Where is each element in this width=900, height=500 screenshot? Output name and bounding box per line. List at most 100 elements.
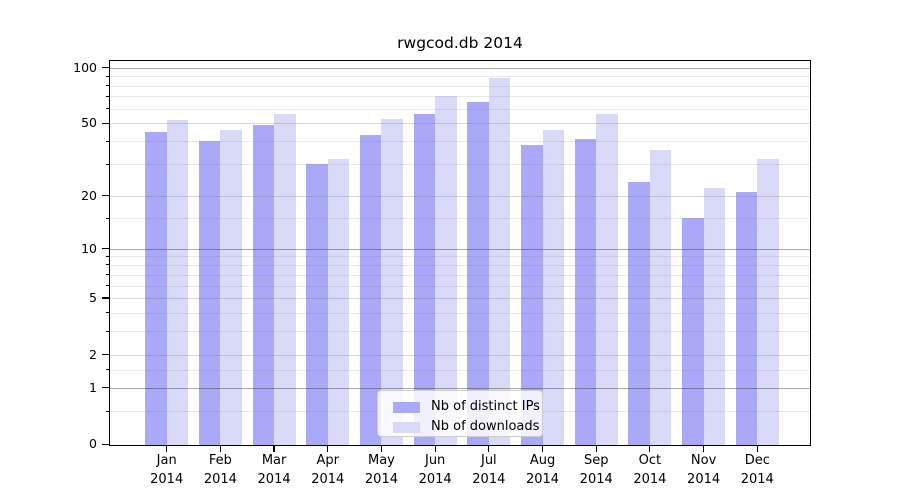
- x-tick-label-dec: Dec 2014: [725, 451, 789, 489]
- year-label: 2014: [364, 472, 398, 487]
- year-label: 2014: [203, 472, 237, 487]
- y-tick-mark-minor-30: [106, 163, 110, 165]
- bar-oct-downloads: [649, 149, 672, 445]
- gridline-y-2: [110, 354, 810, 356]
- gridline-y-4: [110, 312, 810, 314]
- x-tick-label-sep: Sep 2014: [564, 451, 628, 489]
- x-tick-label-jul: Jul 2014: [457, 451, 521, 489]
- x-tick-label-may: May 2014: [349, 451, 413, 489]
- bar-feb-distinct-ips: [198, 141, 221, 445]
- gridline-y-70: [110, 96, 810, 98]
- gridline-y-10: [110, 248, 810, 250]
- y-tick-mark-minor-0.5: [106, 410, 110, 412]
- gridline-y-80: [110, 85, 810, 87]
- y-tick-mark-minor-60: [106, 108, 110, 110]
- gridline-y-1.5: [110, 369, 810, 371]
- x-tick-label-jun: Jun 2014: [403, 451, 467, 489]
- month-label: Mar: [261, 453, 287, 468]
- x-tick-mark-apr: [327, 445, 329, 452]
- x-tick-label-oct: Oct 2014: [618, 451, 682, 489]
- year-label: 2014: [740, 472, 774, 487]
- gridline-y-8: [110, 264, 810, 266]
- bar-jan-downloads: [166, 120, 189, 445]
- y-tick-mark-minor-90: [106, 75, 110, 77]
- y-tick-mark-minor-4: [106, 312, 110, 314]
- y-tick-mark-20: [102, 195, 110, 197]
- bar-apr-downloads: [327, 158, 350, 445]
- y-tick-label-100: 100: [73, 59, 97, 75]
- y-tick-label-10: 10: [81, 240, 97, 256]
- bar-may-distinct-ips: [359, 135, 382, 445]
- x-tick-label-feb: Feb 2014: [188, 451, 252, 489]
- legend-swatch-distinct-ips: [393, 401, 420, 413]
- year-label: 2014: [525, 472, 560, 487]
- legend-swatch-downloads: [393, 421, 420, 433]
- x-tick-label-aug: Aug 2014: [511, 451, 575, 489]
- y-tick-mark-minor-80: [106, 85, 110, 87]
- y-tick-mark-minor-3: [106, 330, 110, 332]
- year-label: 2014: [311, 472, 345, 487]
- year-label: 2014: [418, 472, 452, 487]
- month-label: Jan: [156, 453, 177, 468]
- month-label: Apr: [316, 453, 340, 468]
- month-label: Oct: [638, 453, 662, 468]
- gridline-y-7: [110, 274, 810, 276]
- bar-mar-downloads: [274, 114, 296, 445]
- gridline-y-40: [110, 141, 810, 143]
- bar-sep-distinct-ips: [574, 139, 597, 445]
- bar-apr-distinct-ips: [306, 164, 328, 445]
- bar-jul-distinct-ips: [467, 102, 489, 445]
- gridline-y-90: [110, 76, 810, 78]
- legend-label-downloads: Nb of downloads: [431, 419, 540, 434]
- x-tick-label-apr: Apr 2014: [296, 451, 360, 489]
- bar-dec-distinct-ips: [735, 192, 758, 445]
- bar-dec-downloads: [757, 158, 779, 445]
- legend-label-distinct-ips: Nb of distinct IPs: [431, 399, 540, 414]
- y-tick-label-0: 0: [89, 436, 97, 452]
- y-tick-mark-5: [102, 297, 110, 299]
- gridline-y-50: [110, 123, 810, 125]
- month-label: Sep: [583, 453, 609, 468]
- y-tick-mark-0: [102, 443, 110, 445]
- gridline-y-6: [110, 285, 810, 287]
- bar-nov-downloads: [703, 188, 726, 445]
- gridline-y-9: [110, 256, 810, 258]
- plot-area: Nb of distinct IPs Nb of downloads: [109, 60, 811, 446]
- bar-sep-downloads: [596, 114, 618, 445]
- month-label: Dec: [744, 453, 770, 468]
- x-tick-mark-sep: [595, 445, 597, 452]
- y-tick-mark-minor-7: [106, 274, 110, 276]
- month-label: Aug: [529, 453, 556, 468]
- x-tick-mark-jun: [434, 445, 436, 452]
- y-tick-mark-minor-70: [106, 95, 110, 97]
- year-label: 2014: [472, 472, 506, 487]
- x-tick-mark-feb: [219, 445, 221, 452]
- x-tick-mark-dec: [756, 445, 758, 452]
- bar-nov-distinct-ips: [682, 218, 704, 445]
- x-tick-mark-oct: [649, 445, 651, 452]
- x-tick-mark-jan: [166, 445, 168, 452]
- year-label: 2014: [257, 472, 291, 487]
- y-tick-label-5: 5: [89, 290, 97, 306]
- y-tick-label-50: 50: [81, 115, 97, 131]
- month-label: Jul: [480, 453, 497, 468]
- y-tick-mark-minor-15: [106, 217, 110, 219]
- gridline-y-20: [110, 195, 810, 197]
- y-tick-label-2: 2: [89, 346, 97, 362]
- month-label: Jun: [424, 453, 446, 468]
- gridline-y-100: [110, 67, 810, 69]
- y-tick-mark-1: [102, 387, 110, 389]
- gridline-y-15: [110, 218, 810, 220]
- y-tick-mark-minor-9: [106, 255, 110, 257]
- x-tick-mark-mar: [273, 445, 275, 452]
- bar-jan-distinct-ips: [145, 131, 167, 445]
- y-tick-mark-minor-8: [106, 264, 110, 266]
- bar-jul-downloads: [488, 78, 511, 445]
- y-tick-mark-minor-1.5: [106, 369, 110, 371]
- x-tick-mark-nov: [703, 445, 705, 452]
- chart-title: rwgcod.db 2014: [397, 34, 523, 52]
- month-label: May: [368, 453, 395, 468]
- bar-mar-distinct-ips: [252, 125, 275, 445]
- x-tick-label-jan: Jan 2014: [135, 451, 199, 489]
